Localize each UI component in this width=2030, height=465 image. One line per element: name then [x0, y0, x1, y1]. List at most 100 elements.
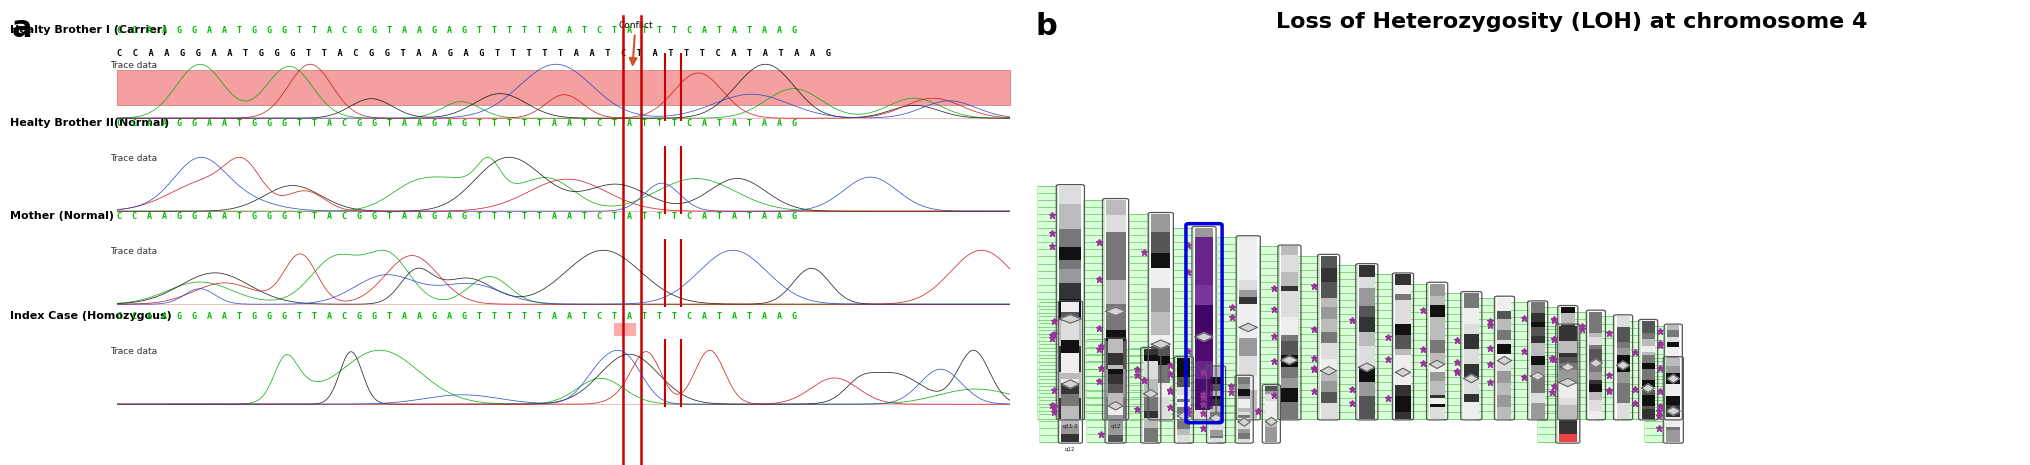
- Bar: [1265, 418, 1277, 427]
- Bar: [1464, 402, 1478, 419]
- Polygon shape: [1322, 366, 1336, 375]
- Bar: [1559, 433, 1577, 442]
- Bar: [1106, 200, 1125, 215]
- Bar: [1177, 419, 1190, 429]
- Bar: [1616, 354, 1630, 372]
- Bar: [1322, 298, 1336, 307]
- Bar: [1238, 389, 1250, 396]
- Bar: [1559, 353, 1577, 357]
- Bar: [1464, 379, 1478, 394]
- Bar: [1238, 377, 1250, 384]
- Bar: [1062, 434, 1080, 442]
- Bar: [1281, 272, 1297, 286]
- Bar: [1531, 388, 1545, 393]
- Bar: [1196, 410, 1214, 418]
- Polygon shape: [1395, 368, 1411, 377]
- Bar: [1358, 265, 1374, 278]
- Bar: [1062, 385, 1080, 394]
- Bar: [1667, 326, 1679, 331]
- Bar: [1537, 326, 1557, 442]
- Text: Trace data: Trace data: [110, 346, 156, 356]
- Bar: [1429, 331, 1445, 340]
- Bar: [1531, 365, 1545, 377]
- Bar: [1667, 417, 1681, 426]
- Bar: [1238, 304, 1257, 324]
- Bar: [1143, 349, 1157, 355]
- Bar: [1322, 319, 1336, 332]
- Bar: [1143, 418, 1157, 428]
- Bar: [1062, 372, 1080, 379]
- Bar: [1265, 386, 1277, 391]
- Text: C  C  A  A  G  G  A  A  T  G  G  G  T  T  A  C  G  G  T  A  A  G  A  G  T  T  T : C C A A G G A A T G G G T T A C G G T A …: [118, 26, 796, 35]
- Bar: [1395, 325, 1411, 335]
- Bar: [1539, 307, 1559, 418]
- Bar: [1498, 311, 1512, 315]
- Bar: [1642, 380, 1654, 387]
- Bar: [1667, 396, 1679, 406]
- Polygon shape: [1177, 412, 1190, 420]
- Bar: [1559, 326, 1577, 341]
- Bar: [1281, 255, 1297, 272]
- Bar: [1322, 268, 1336, 282]
- Bar: [1616, 342, 1630, 348]
- Bar: [1143, 361, 1157, 368]
- Bar: [1395, 299, 1411, 307]
- Polygon shape: [1667, 374, 1679, 383]
- Bar: [1642, 333, 1654, 339]
- Polygon shape: [1358, 363, 1374, 372]
- Bar: [1060, 398, 1082, 419]
- Bar: [1281, 341, 1297, 355]
- Bar: [1667, 385, 1681, 396]
- Bar: [1531, 343, 1545, 356]
- Polygon shape: [1108, 402, 1123, 410]
- Bar: [1429, 340, 1445, 353]
- Bar: [1060, 320, 1082, 346]
- Bar: [1561, 353, 1575, 362]
- Bar: [1143, 411, 1157, 418]
- Bar: [1589, 385, 1602, 392]
- Text: C  C  A  A  G  G  A  A  T  G  G  G  T  T  A  C  G  G  T  A  A  G  A  G  T  T  T : C C A A G G A A T G G G T T A C G G T A …: [118, 212, 796, 221]
- Bar: [1108, 425, 1123, 435]
- Bar: [1616, 327, 1630, 342]
- Text: Trace data: Trace data: [110, 153, 156, 163]
- Bar: [1322, 343, 1336, 359]
- Bar: [1322, 307, 1336, 319]
- Bar: [1281, 286, 1297, 291]
- Bar: [1498, 362, 1512, 371]
- Bar: [1106, 258, 1125, 279]
- Bar: [1177, 387, 1190, 395]
- Bar: [1196, 286, 1214, 305]
- Bar: [1395, 412, 1411, 418]
- Bar: [1143, 428, 1157, 442]
- Bar: [1589, 332, 1602, 337]
- Polygon shape: [1667, 407, 1681, 415]
- Bar: [1559, 398, 1577, 405]
- Bar: [1265, 427, 1277, 438]
- Polygon shape: [1210, 414, 1222, 422]
- Bar: [1238, 408, 1250, 412]
- Bar: [1322, 256, 1336, 268]
- Bar: [1151, 232, 1171, 253]
- Bar: [1358, 278, 1374, 288]
- Bar: [1106, 279, 1125, 305]
- Bar: [1531, 393, 1545, 403]
- Bar: [1589, 312, 1602, 323]
- Bar: [1498, 383, 1512, 395]
- Bar: [1464, 394, 1478, 402]
- Polygon shape: [1106, 307, 1125, 316]
- Bar: [1561, 313, 1575, 326]
- Polygon shape: [1464, 374, 1478, 383]
- Polygon shape: [1238, 418, 1250, 426]
- Bar: [1177, 414, 1190, 419]
- Bar: [1108, 414, 1123, 425]
- Bar: [1589, 400, 1602, 411]
- Polygon shape: [1616, 361, 1630, 370]
- Bar: [1281, 335, 1297, 341]
- Bar: [1498, 371, 1512, 378]
- Bar: [1123, 349, 1141, 442]
- Bar: [1210, 385, 1222, 391]
- Bar: [1498, 340, 1512, 344]
- Bar: [1238, 424, 1250, 429]
- Bar: [1177, 377, 1190, 382]
- Bar: [1429, 318, 1445, 331]
